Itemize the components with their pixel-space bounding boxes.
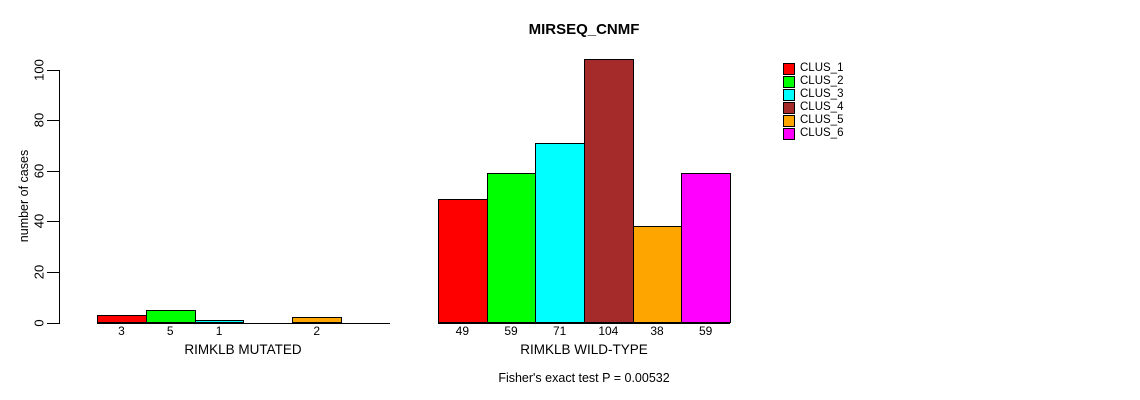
legend-item-label: CLUS_5	[800, 113, 844, 126]
chart-title: MIRSEQ_CNMF	[528, 21, 640, 38]
bar-value-label: 49	[455, 324, 470, 338]
legend-item-label: CLUS_6	[800, 126, 844, 139]
legend-item-label: CLUS_1	[800, 61, 844, 74]
legend-item: CLUS_5	[783, 114, 843, 127]
legend-swatch-clus_2	[783, 75, 795, 88]
legend-item-label: CLUS_3	[800, 87, 844, 100]
legend-swatch-clus_4	[783, 101, 795, 114]
y-tick-label: 0	[31, 318, 47, 327]
y-tick-label: 40	[31, 214, 47, 229]
bar-value-label: 1	[215, 324, 223, 338]
legend-item-label: CLUS_4	[800, 100, 844, 113]
bar-clus_1	[438, 198, 488, 324]
bar-value-label: 71	[552, 324, 567, 338]
bar-value-label: 104	[598, 324, 619, 338]
bar-value-label: 59	[698, 324, 713, 338]
bar-clus_2	[486, 173, 537, 324]
legend-swatch-clus_6	[783, 127, 795, 140]
y-tick-label: 80	[31, 112, 47, 128]
bar-clus_5	[632, 226, 683, 324]
legend-item: CLUS_2	[783, 75, 843, 88]
legend-swatch-clus_5	[783, 114, 795, 127]
legend-swatch-clus_1	[783, 62, 795, 75]
y-tick	[47, 170, 59, 172]
group-label-rimklb-mutated: RIMKLB MUTATED	[184, 342, 302, 357]
y-tick	[47, 69, 59, 71]
bar-clus_2	[145, 309, 196, 324]
legend: CLUS_1 CLUS_2 CLUS_3 CLUS_4 CLUS_5 CLUS_6	[783, 62, 843, 140]
y-tick-label: 100	[31, 58, 47, 81]
y-tick	[47, 322, 59, 324]
bar-clus_1	[97, 314, 147, 324]
bar-value-label: 59	[504, 324, 518, 338]
bar-value-label: 5	[166, 324, 174, 338]
group-label-rimklb-wild-type: RIMKLB WILD-TYPE	[520, 342, 648, 357]
legend-swatch-clus_3	[783, 88, 795, 101]
y-tick	[47, 271, 59, 273]
legend-item: CLUS_3	[783, 88, 843, 101]
y-tick-label: 60	[31, 163, 47, 178]
y-tick	[47, 120, 59, 122]
bar-value-label: 2	[313, 324, 321, 338]
y-axis-title: number of cases	[17, 149, 31, 243]
bar-clus_3	[194, 319, 245, 324]
legend-item: CLUS_6	[783, 127, 843, 140]
bar-clus_3	[535, 142, 585, 324]
y-tick-label: 20	[31, 264, 47, 280]
y-tick	[47, 221, 59, 223]
legend-item: CLUS_4	[783, 101, 843, 114]
legend-item-label: CLUS_2	[800, 74, 844, 87]
legend-item: CLUS_1	[783, 62, 843, 75]
bar-clus_5	[292, 317, 343, 324]
bar-value-label: 38	[650, 324, 664, 338]
annotation-text: Fisher's exact test P = 0.00532	[498, 371, 670, 385]
y-axis-line	[59, 69, 60, 324]
bar-value-label: 3	[118, 324, 125, 338]
bar-clus_6	[681, 173, 731, 324]
bar-clus_4	[584, 59, 634, 324]
